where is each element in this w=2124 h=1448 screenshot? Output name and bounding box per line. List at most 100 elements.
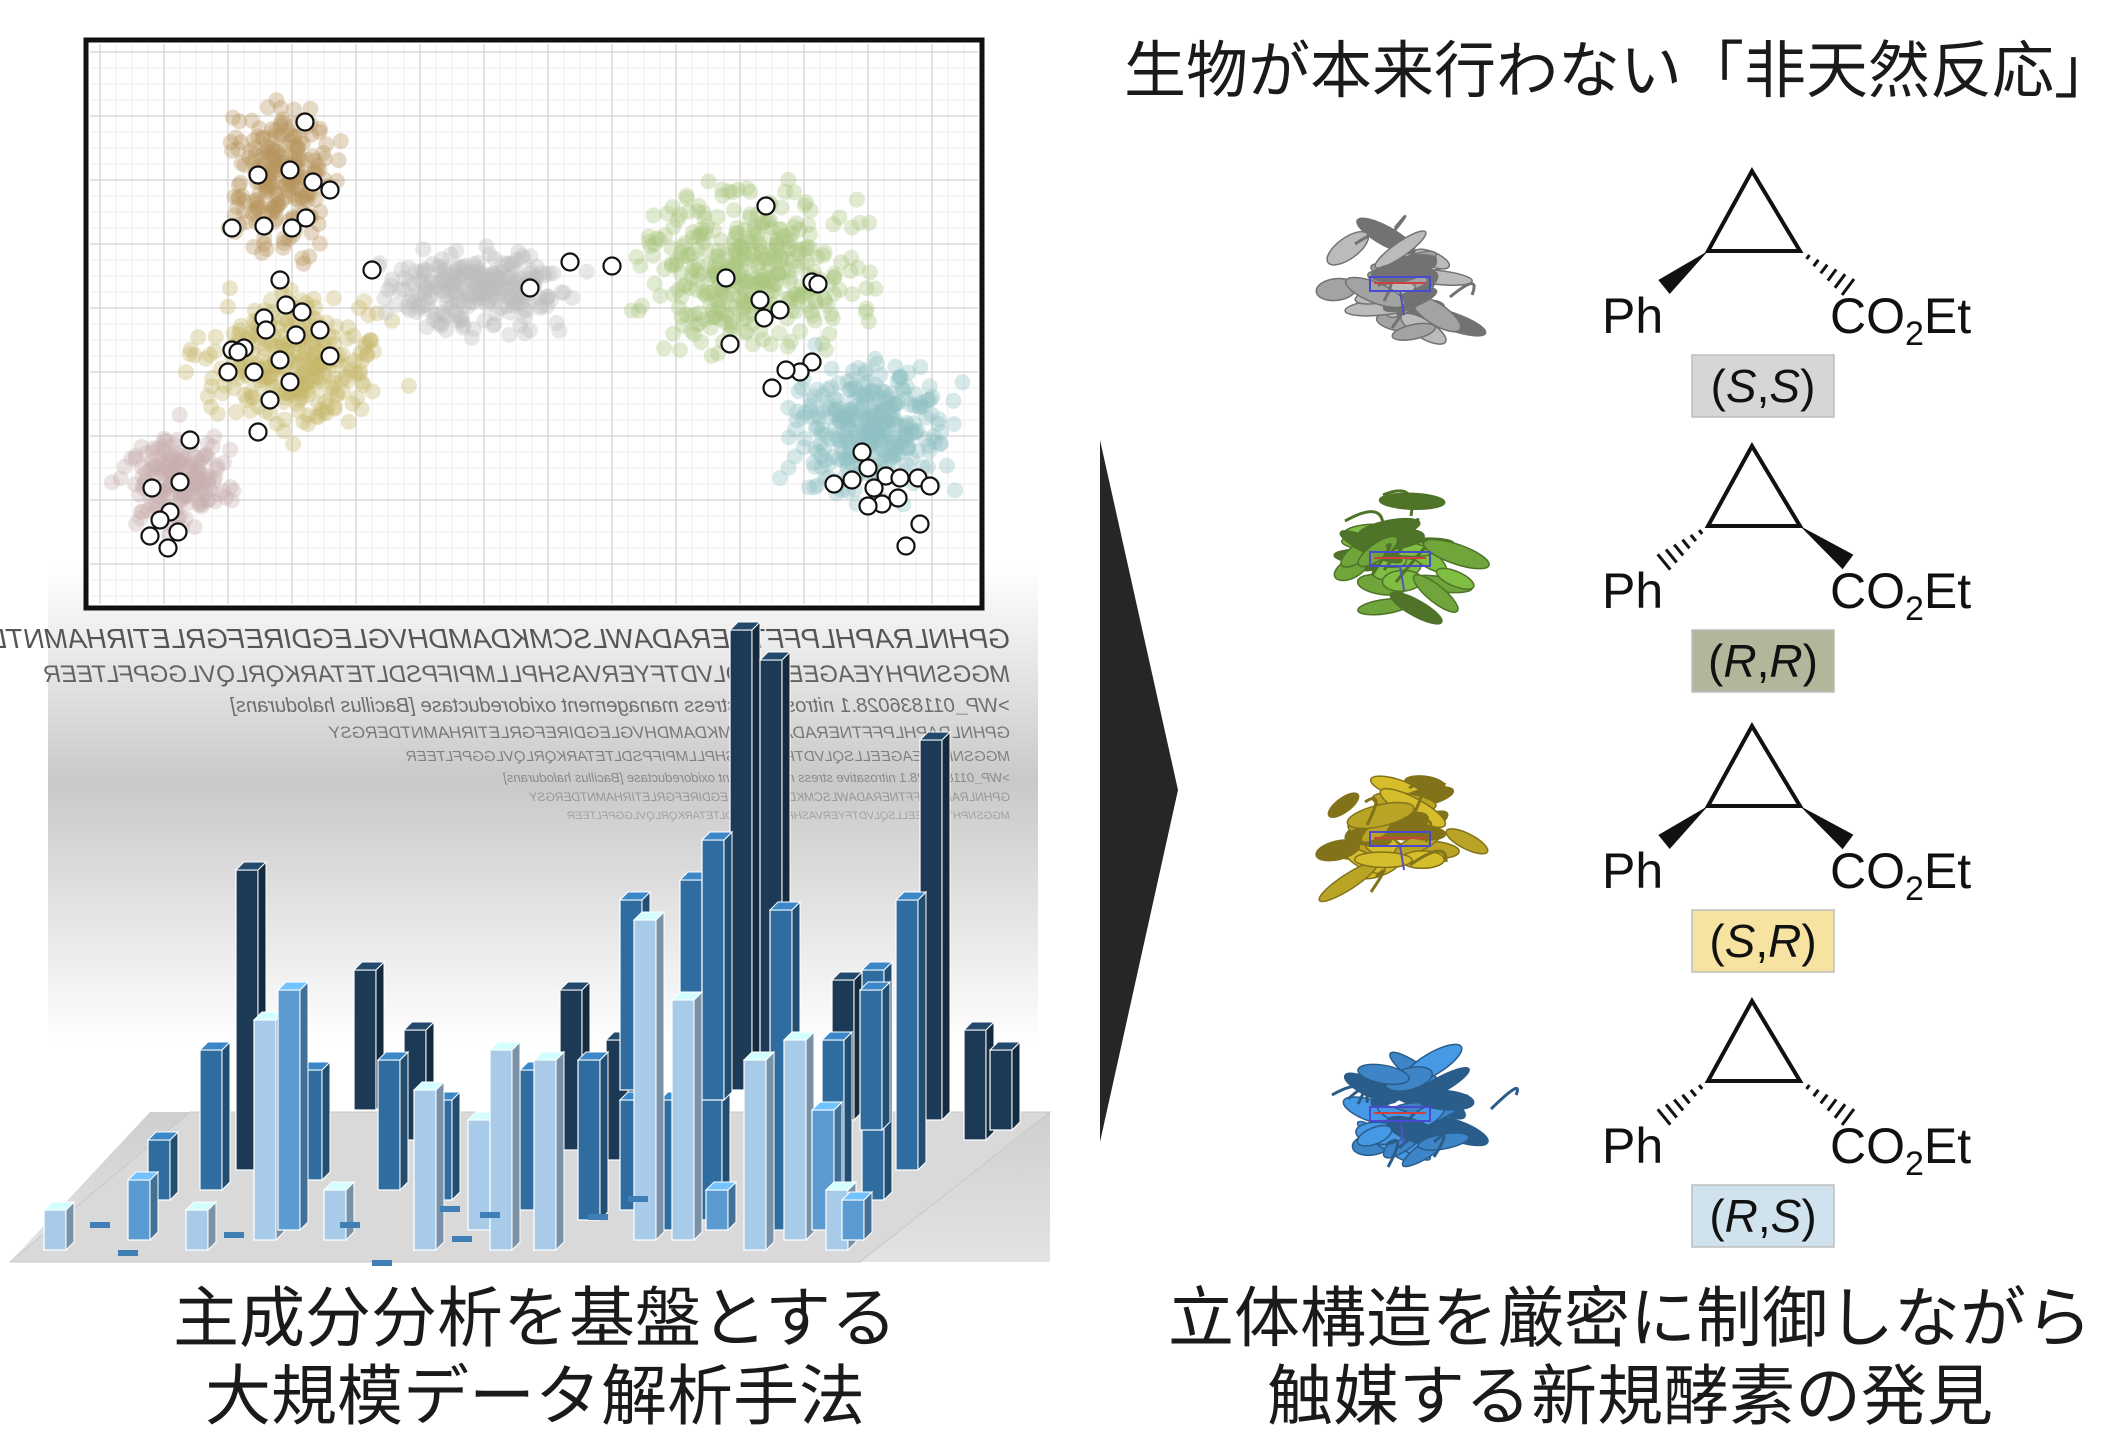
pca-cloud-dot xyxy=(340,356,357,373)
protein-loop xyxy=(1432,782,1446,799)
pca-cloud-dot xyxy=(504,257,521,274)
pca-cloud-dot xyxy=(922,391,939,408)
cyclopropane-ring xyxy=(1704,996,1804,1083)
protein-helix xyxy=(1414,1089,1475,1111)
pca-cloud-dot xyxy=(291,354,307,371)
product-list: Ph CO2Et(S,S)Ph CO2Et(R,R)Ph CO2Et(S,R)Ph CO… xyxy=(1315,166,1971,1248)
pca-sample-point xyxy=(292,302,312,322)
pca-cloud-dot xyxy=(303,361,320,378)
pca-cloud-dot xyxy=(790,383,807,400)
bar-3d xyxy=(700,830,734,1102)
pca-cloud-dot xyxy=(256,235,273,252)
pca-cloud-dot xyxy=(452,271,468,287)
pca-cloud-dot xyxy=(409,286,426,303)
pca-cloud-dot xyxy=(416,284,433,301)
pca-cloud-dot xyxy=(476,274,493,291)
pca-cloud-dot xyxy=(721,296,738,313)
pca-cloud-dot xyxy=(685,259,702,276)
pca-cloud-dot xyxy=(858,389,875,406)
pca-cloud-dot xyxy=(462,286,479,303)
pca-cloud-dot xyxy=(325,375,341,391)
left-caption-line-1: 主成分分析を基盤とする xyxy=(172,1280,898,1357)
pca-cloud-dot xyxy=(422,288,439,305)
bar-3d xyxy=(198,1040,232,1192)
pca-cloud-dot xyxy=(898,378,915,395)
pca-cloud-dot xyxy=(196,481,212,498)
pca-cloud-dot xyxy=(651,231,668,248)
pca-cloud-dot xyxy=(329,385,346,402)
pca-cloud-dot xyxy=(348,365,365,382)
pca-cloud-dot xyxy=(416,261,433,278)
pca-cloud-dot xyxy=(689,241,706,258)
pca-cloud-dot xyxy=(311,370,328,387)
pca-cloud-dot xyxy=(747,270,764,287)
pca-cloud-dot xyxy=(843,249,860,266)
pca-cloud-dot xyxy=(454,258,471,275)
pca-cloud-dot xyxy=(858,300,875,317)
pca-cloud-dot xyxy=(408,304,425,320)
pca-cloud-dot xyxy=(270,195,287,212)
bar-3d xyxy=(532,1050,566,1252)
pca-cloud-dot xyxy=(504,290,521,307)
pca-cloud-dot xyxy=(182,458,199,475)
pca-cloud-dot xyxy=(770,264,787,281)
pca-cloud-dot xyxy=(484,267,500,284)
pca-cloud-dot xyxy=(236,157,253,173)
pca-cloud-dot xyxy=(264,121,280,137)
pca-cloud-dot xyxy=(315,366,332,383)
pca-cloud-dot xyxy=(225,380,242,397)
pca-sample-point xyxy=(260,390,280,410)
pca-cloud-dot xyxy=(806,388,823,405)
pca-cloud-dot xyxy=(464,273,481,289)
pca-cloud-dot xyxy=(813,425,830,442)
pca-cloud-dot xyxy=(203,378,220,395)
pca-cloud-dot xyxy=(739,180,756,197)
pca-cloud-dot xyxy=(623,302,640,319)
pca-cloud-dot xyxy=(763,219,780,236)
pca-cloud-dot xyxy=(357,335,374,352)
pca-cloud-dot xyxy=(884,405,901,422)
pca-cloud-dot xyxy=(249,199,266,216)
pca-cloud-dot xyxy=(781,240,798,256)
pca-cloud-dot xyxy=(717,304,734,321)
pca-cloud-dot xyxy=(155,462,172,479)
pca-cloud-dot xyxy=(266,198,283,215)
pca-cloud-dot xyxy=(892,435,909,452)
pca-cloud-dot xyxy=(898,429,915,446)
pca-cloud-dot xyxy=(780,399,797,416)
pca-cloud-dot xyxy=(768,235,785,252)
pca-cloud-dot xyxy=(522,265,539,282)
pca-cloud-dot xyxy=(784,225,800,242)
pca-cloud-dot xyxy=(840,420,857,437)
pca-cloud-dot xyxy=(538,298,555,315)
pca-cloud-dot xyxy=(222,134,239,151)
pca-cloud-dot xyxy=(781,429,797,446)
ester-label: CO2Et xyxy=(1830,1118,1971,1183)
pca-cloud-dot xyxy=(817,426,834,443)
pca-cloud-dot xyxy=(817,292,833,309)
pca-cloud-dot xyxy=(268,92,285,109)
pca-cloud-dot xyxy=(659,205,676,222)
pca-cloud-dot xyxy=(860,426,877,443)
pca-cloud-dot xyxy=(827,418,844,435)
pca-cloud-dot xyxy=(417,282,434,299)
pca-cloud-dot xyxy=(487,267,504,284)
pca-cloud-dot xyxy=(442,276,459,293)
pca-cloud-dot xyxy=(318,404,335,421)
pca-cloud-dot xyxy=(127,450,144,467)
bar-3d xyxy=(858,980,892,1132)
pca-cloud-dot xyxy=(472,266,489,282)
pca-cloud-dot xyxy=(225,482,242,499)
pca-cloud-dot xyxy=(317,393,334,410)
pca-cloud-dot xyxy=(201,468,218,485)
pca-cloud-dot xyxy=(275,235,292,251)
pca-cloud-dot xyxy=(932,435,949,452)
pca-cloud-dot xyxy=(812,436,829,453)
pca-cloud-dot xyxy=(845,456,862,473)
pca-cloud-dot xyxy=(298,376,315,392)
pca-cloud-dot xyxy=(456,297,472,314)
pca-cloud-dot xyxy=(145,440,162,457)
pca-cloud-dot xyxy=(881,428,897,445)
pca-cloud-dot xyxy=(780,459,797,476)
pca-cloud-dot xyxy=(433,251,450,268)
